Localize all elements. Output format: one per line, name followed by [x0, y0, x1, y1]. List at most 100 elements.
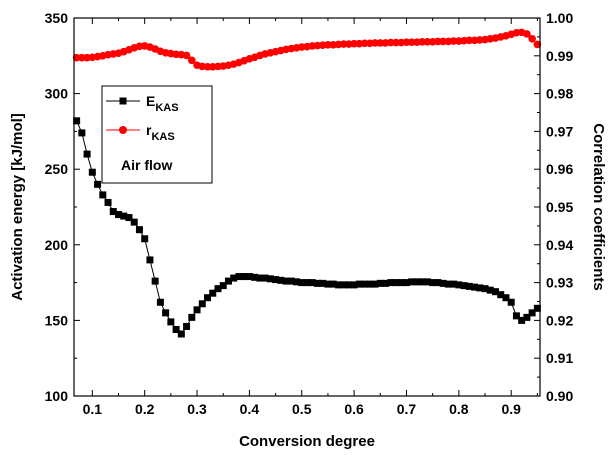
data-point-square — [418, 278, 426, 286]
y-right-tick-label: 0.99 — [546, 48, 573, 64]
data-point-square — [491, 288, 499, 296]
data-point-circle — [523, 30, 531, 38]
data-point-square — [455, 281, 463, 289]
data-point-circle — [402, 38, 411, 46]
data-point-square — [355, 280, 363, 288]
data-point-square — [471, 283, 479, 291]
data-point-square — [156, 298, 164, 306]
data-point-square — [251, 273, 259, 281]
data-point-square — [282, 277, 290, 285]
y-right-tick-label: 0.90 — [546, 388, 573, 404]
y-left-tick-label: 250 — [45, 161, 69, 177]
data-point-circle — [439, 37, 447, 46]
data-point-square — [88, 168, 96, 176]
data-point-square — [287, 277, 295, 285]
data-point-square — [135, 226, 143, 234]
y-left-tick-label: 150 — [45, 312, 69, 328]
data-point-square — [502, 294, 510, 302]
x-tick-label: 0.5 — [292, 401, 312, 417]
data-point-square — [73, 117, 81, 125]
data-point-square — [109, 208, 117, 216]
x-tick-label: 0.7 — [397, 401, 417, 417]
data-point-circle — [182, 51, 191, 60]
data-point-square — [392, 279, 400, 287]
data-point-square — [115, 211, 123, 219]
data-point-square — [130, 218, 138, 226]
data-point-square — [240, 273, 248, 281]
x-tick-label: 0.8 — [449, 401, 469, 417]
data-point-square — [188, 313, 196, 321]
data-point-square — [272, 276, 280, 284]
data-point-circle — [376, 39, 385, 47]
data-point-square — [460, 282, 468, 290]
data-point-circle — [203, 62, 212, 71]
series-layer — [72, 28, 542, 338]
data-point-square — [214, 285, 222, 293]
data-point-square — [83, 150, 91, 158]
data-point-square — [340, 281, 348, 289]
data-point-square — [162, 309, 170, 317]
data-point-circle — [72, 53, 81, 62]
data-point-square — [429, 279, 437, 287]
legend: EKAS rKAS Air flow — [101, 85, 213, 184]
data-point-square — [172, 325, 180, 333]
y-right-tick-label: 0.94 — [546, 237, 573, 253]
data-point-square — [104, 198, 112, 206]
data-point-square — [434, 279, 442, 287]
legend-circle-marker — [119, 126, 127, 134]
y-left-tick-label: 350 — [45, 10, 69, 26]
data-point-square — [533, 304, 541, 312]
data-point-square — [167, 318, 175, 326]
x-tick-label: 0.2 — [135, 401, 155, 417]
data-point-square — [277, 276, 285, 284]
y-right-tick-label: 0.93 — [546, 275, 573, 291]
data-point-square — [382, 279, 390, 287]
data-point-square — [224, 277, 232, 285]
data-point-square — [518, 316, 526, 324]
data-point-square — [476, 284, 484, 292]
data-point-circle — [434, 37, 442, 46]
data-point-square — [120, 212, 128, 220]
data-point-square — [303, 279, 311, 287]
data-point-square — [266, 275, 274, 283]
x-tick-label: 0.6 — [344, 401, 364, 417]
data-point-square — [151, 277, 159, 285]
data-point-square — [465, 282, 473, 290]
data-point-square — [497, 291, 505, 299]
data-point-circle — [360, 39, 369, 48]
data-point-square — [293, 278, 301, 286]
data-point-square — [313, 279, 321, 287]
y-right-tick-label: 0.97 — [546, 123, 573, 139]
data-point-square — [376, 279, 384, 287]
legend-note: Air flow — [121, 157, 172, 173]
y-axis-left-title: Activation energy [kJ/mol] — [9, 113, 26, 301]
data-point-square — [177, 330, 185, 338]
legend-entry-r-kas: rKAS — [106, 122, 175, 143]
x-tick-label: 0.1 — [83, 401, 103, 417]
data-point-square — [350, 281, 358, 289]
data-point-square — [193, 306, 201, 314]
data-point-square — [198, 300, 206, 308]
data-point-square — [408, 278, 416, 286]
y-right-tick-label: 0.92 — [546, 312, 573, 328]
data-point-square — [361, 280, 369, 288]
data-point-circle — [533, 40, 542, 49]
data-point-square — [334, 281, 342, 289]
data-point-square — [507, 298, 515, 306]
data-point-square — [261, 274, 269, 282]
y-right-tick-label: 0.98 — [546, 86, 573, 102]
data-point-circle — [386, 38, 395, 47]
x-tick-label: 0.9 — [501, 401, 521, 417]
x-axis-title: Conversion degree — [239, 433, 375, 450]
data-point-square — [423, 278, 431, 286]
data-point-square — [450, 280, 458, 288]
data-point-circle — [407, 38, 416, 46]
data-point-square — [345, 281, 353, 289]
data-point-square — [402, 279, 410, 287]
data-point-circle — [339, 40, 348, 48]
plot-frame — [73, 17, 541, 397]
data-point-square — [523, 313, 531, 321]
data-point-square — [94, 180, 102, 188]
y-right-tick-label: 1.00 — [546, 10, 573, 26]
